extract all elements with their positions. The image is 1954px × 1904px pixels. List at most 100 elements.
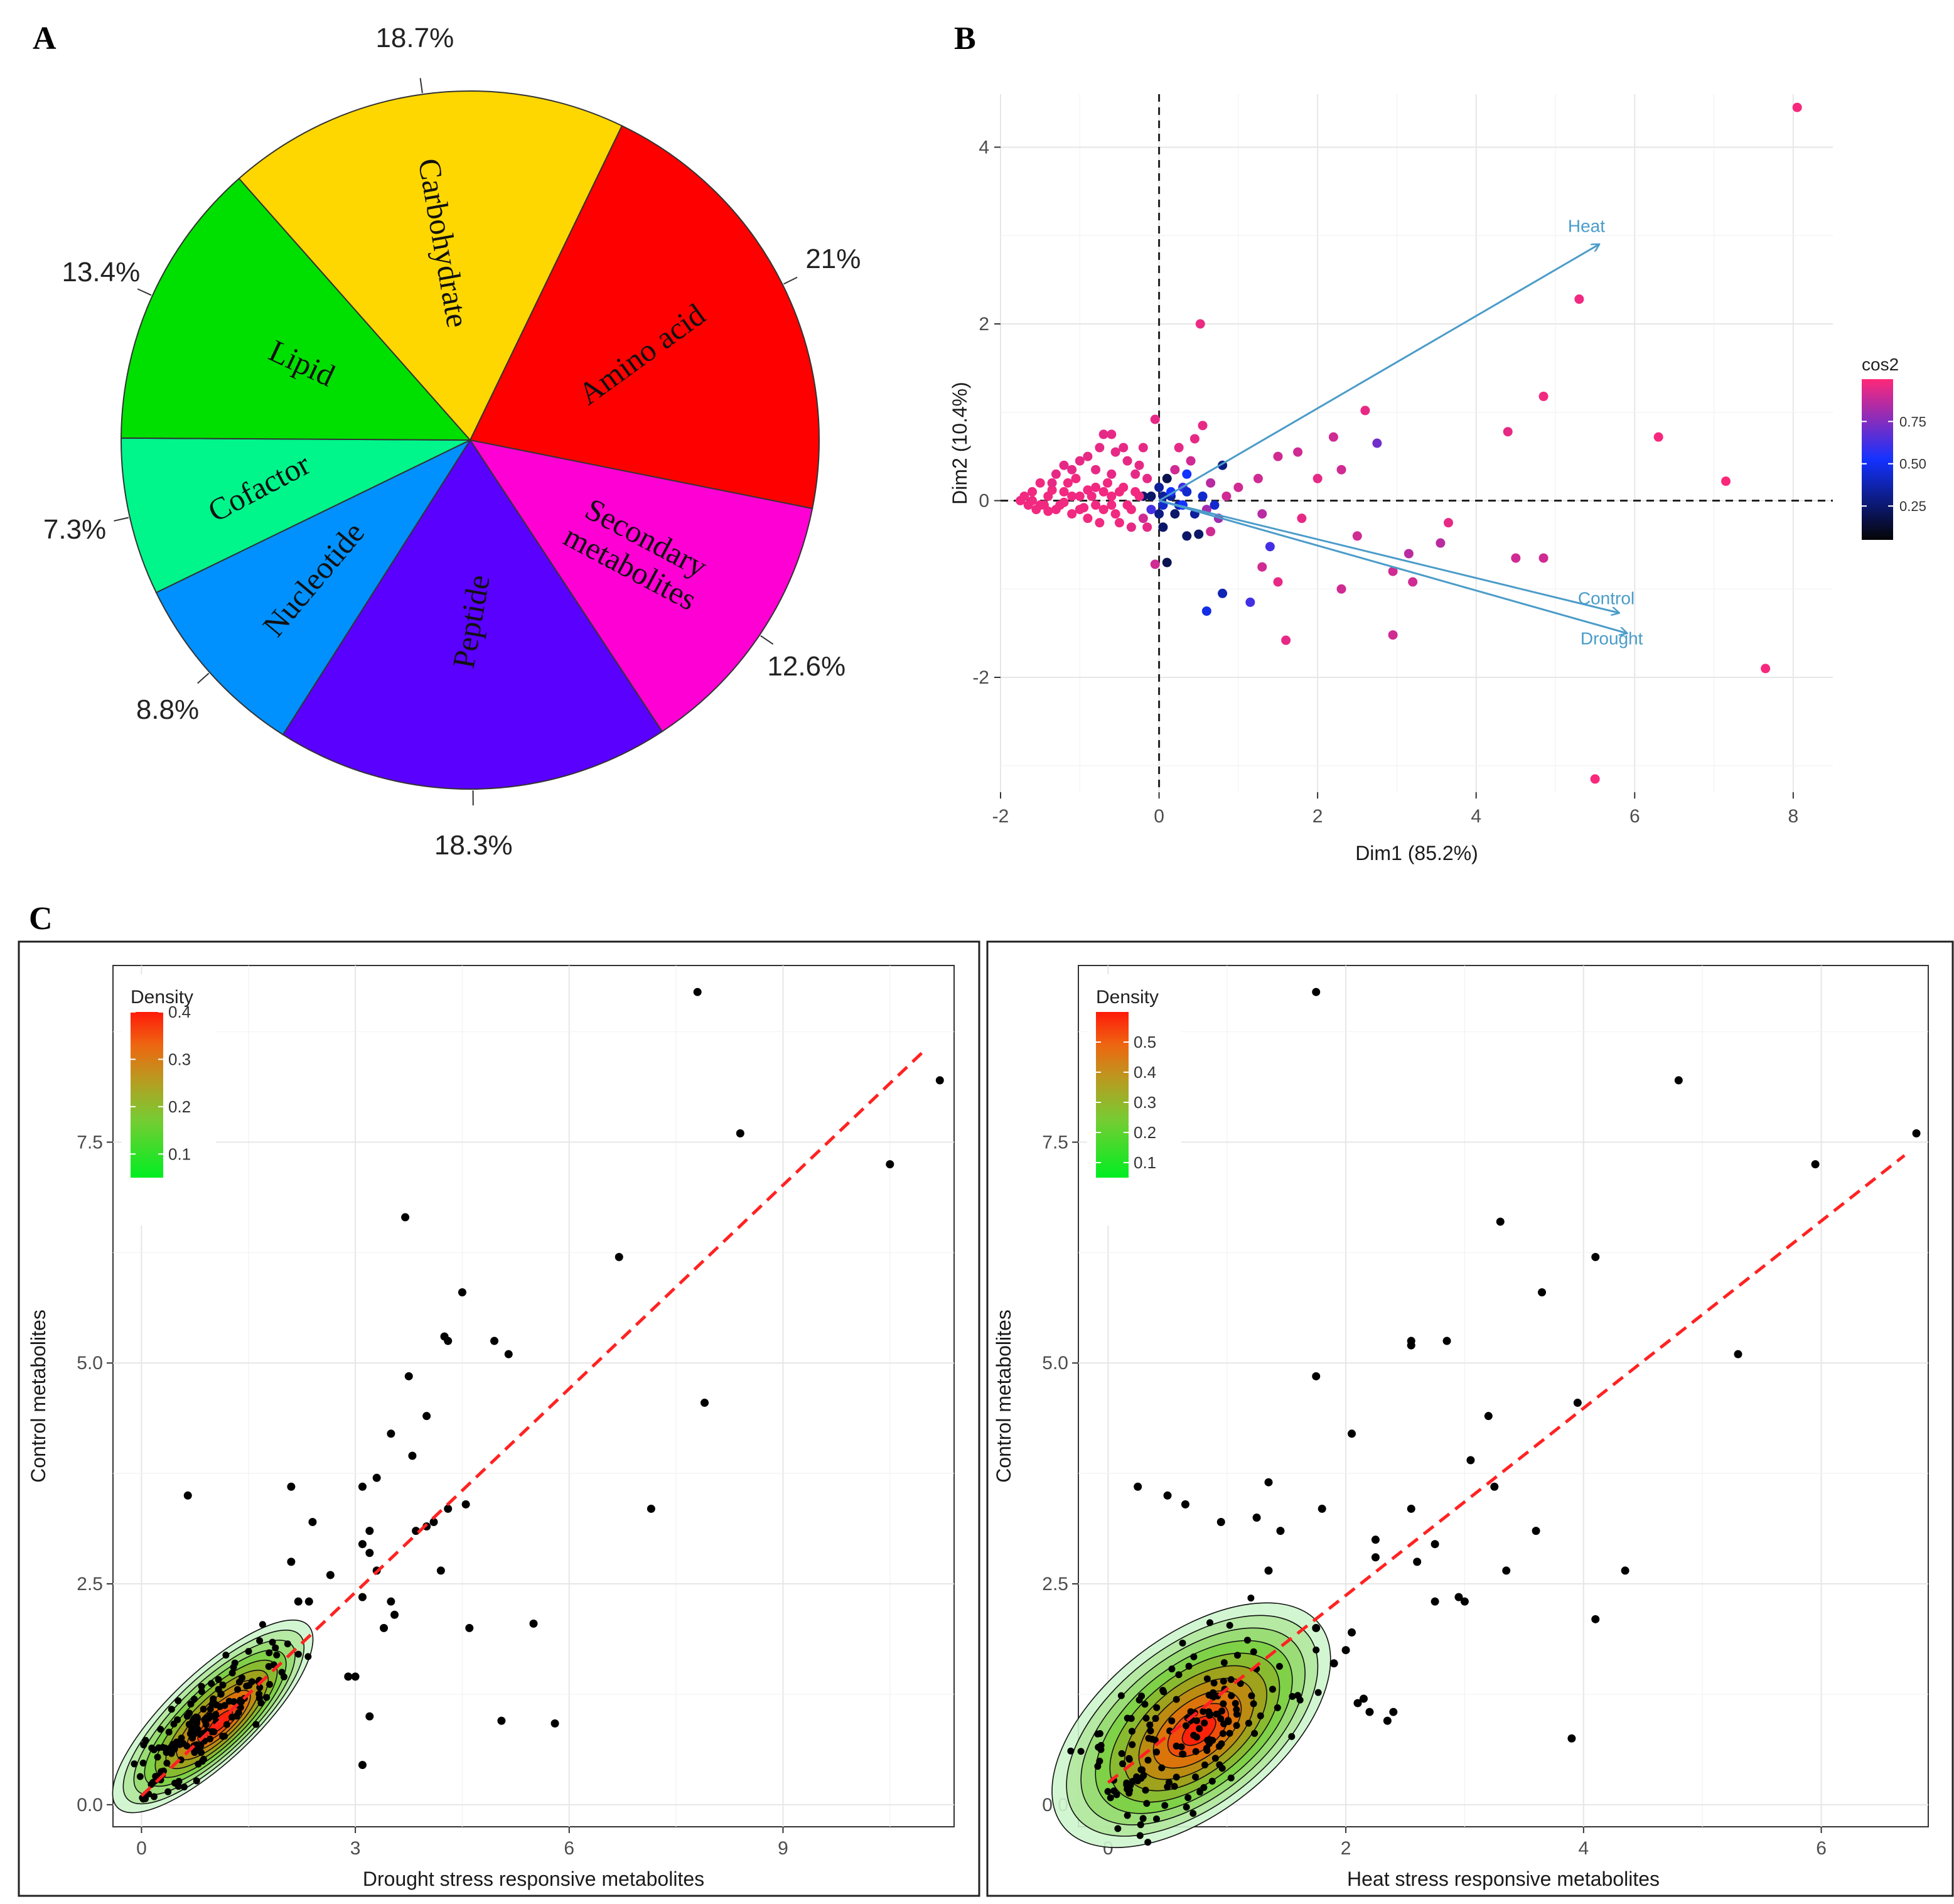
cluster-point — [140, 1741, 148, 1749]
pca-point — [1511, 553, 1521, 563]
cluster-point — [1233, 1711, 1240, 1718]
pca-point — [1388, 630, 1398, 640]
cluster-point — [152, 1773, 159, 1780]
cluster-point — [1251, 1729, 1259, 1737]
outlier-point — [1312, 987, 1321, 996]
pca-point — [1142, 473, 1152, 483]
cluster-point — [1245, 1719, 1252, 1727]
outlier-point — [1181, 1500, 1189, 1509]
pca-point — [1253, 473, 1263, 483]
cluster-point — [1248, 1692, 1255, 1699]
cluster-point — [1184, 1794, 1192, 1802]
x-tick-label: 0 — [1154, 806, 1164, 827]
cluster-point — [1218, 1765, 1226, 1772]
cluster-point — [136, 1773, 144, 1780]
outlier-point — [497, 1716, 506, 1725]
y-tick-label: 0.0 — [77, 1795, 103, 1815]
cluster-point — [168, 1706, 175, 1713]
pca-point — [1102, 478, 1112, 488]
outlier-point — [1538, 1288, 1547, 1297]
pie-slice-secondary-metabolites — [468, 439, 813, 733]
cluster-point — [190, 1696, 198, 1703]
x-tick-label: 8 — [1788, 806, 1799, 827]
pca-point — [1083, 514, 1093, 524]
pca-point — [1095, 518, 1105, 528]
pca-point — [1360, 406, 1370, 416]
cluster-point — [1288, 1733, 1296, 1740]
cluster-point — [1179, 1639, 1186, 1647]
pca-point — [1059, 487, 1069, 497]
cluster-point — [154, 1753, 161, 1761]
outlier-point — [358, 1482, 367, 1491]
cluster-point — [1200, 1783, 1208, 1791]
outlier-point — [529, 1619, 538, 1628]
outlier-point — [1431, 1597, 1439, 1606]
pca-point — [1154, 482, 1164, 492]
pca-point — [1083, 451, 1093, 461]
cluster-point — [1140, 1772, 1147, 1780]
pca-point — [1114, 518, 1124, 528]
cluster-point — [1233, 1722, 1240, 1729]
pca-point — [1016, 495, 1026, 505]
pca-point — [1047, 485, 1057, 495]
outlier-point — [1591, 1615, 1600, 1623]
y-tick-label: 5.0 — [77, 1353, 103, 1374]
x-axis-title: Heat stress responsive metabolites — [1347, 1868, 1660, 1890]
fit-line — [1107, 1154, 1906, 1784]
pca-point — [1297, 514, 1307, 524]
panel-letter-b: B — [954, 21, 976, 56]
pie-percent-label: 13.4% — [62, 257, 140, 288]
pca-point — [1098, 505, 1109, 515]
outlier-point — [550, 1719, 559, 1728]
cluster-point — [1161, 1802, 1169, 1809]
cluster-point — [1269, 1686, 1276, 1693]
cluster-point — [1139, 1766, 1146, 1773]
outlier-point — [390, 1610, 399, 1619]
cluster-point — [1226, 1729, 1233, 1737]
pie-tick — [783, 276, 798, 285]
cluster-point — [1232, 1699, 1239, 1707]
outlier-point — [461, 1500, 470, 1509]
outlier-point — [1532, 1527, 1540, 1536]
y-tick-label: 7.5 — [77, 1132, 103, 1153]
x-tick-label: 6 — [1816, 1838, 1827, 1859]
cluster-point — [284, 1640, 291, 1648]
pca-point — [1146, 505, 1156, 515]
outlier-point — [372, 1473, 381, 1482]
cluster-point — [1208, 1777, 1216, 1785]
outlier-point — [1734, 1350, 1742, 1358]
legend-tick-label: 0.1 — [1134, 1153, 1156, 1172]
cluster-point — [1193, 1733, 1201, 1741]
outlier-point — [1353, 1699, 1362, 1708]
cluster-point — [1296, 1696, 1304, 1704]
cluster-point — [1171, 1783, 1178, 1790]
cluster-point — [1117, 1692, 1125, 1699]
cluster-point — [1226, 1622, 1233, 1629]
cluster-point — [1247, 1595, 1255, 1602]
pca-point — [1189, 434, 1200, 444]
outlier-point — [647, 1504, 655, 1513]
pca-point — [1352, 531, 1362, 541]
outlier-point — [458, 1288, 466, 1297]
pca-point — [1210, 500, 1220, 510]
pca-point — [1404, 549, 1414, 559]
cluster-point — [1124, 1812, 1131, 1819]
pca-point — [1257, 562, 1267, 572]
cluster-point — [131, 1760, 138, 1768]
outlier-point — [365, 1527, 374, 1536]
legend-tick-label: 0.2 — [1134, 1123, 1156, 1142]
pca-point — [1138, 443, 1148, 453]
cluster-point — [202, 1721, 210, 1728]
cluster-point — [1220, 1677, 1227, 1685]
cluster-point — [259, 1621, 266, 1628]
pca-point — [1194, 529, 1204, 539]
pie-percent-label: 8.8% — [136, 694, 199, 725]
cluster-point — [193, 1777, 200, 1785]
outlier-point — [465, 1623, 474, 1632]
cluster-point — [1200, 1708, 1207, 1715]
x-tick-label: 3 — [350, 1838, 361, 1859]
cluster-point — [222, 1652, 230, 1659]
y-axis-title: Dim2 (10.4%) — [948, 382, 971, 505]
cluster-point — [1143, 1800, 1151, 1807]
cluster-point — [215, 1676, 222, 1684]
